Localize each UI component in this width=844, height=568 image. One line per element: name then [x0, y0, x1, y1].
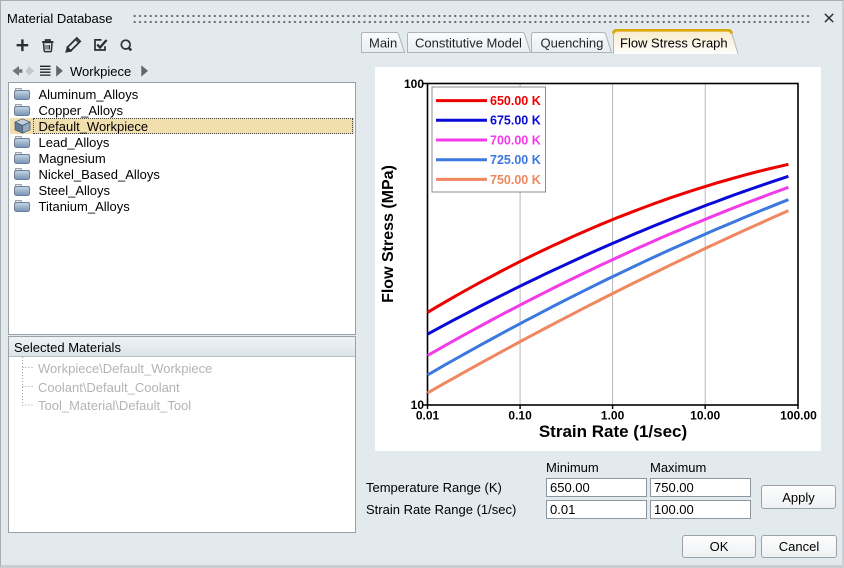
svg-text:675.00 K: 675.00 K — [490, 114, 541, 128]
svg-text:Constitutive Model: Constitutive Model — [415, 36, 522, 51]
svg-text:Flow Stress Graph: Flow Stress Graph — [620, 36, 728, 51]
svg-text:Flow Stress (MPa): Flow Stress (MPa) — [380, 165, 397, 303]
svg-text:10: 10 — [411, 398, 425, 412]
svg-text:0.01: 0.01 — [416, 409, 440, 423]
svg-text:0.10: 0.10 — [508, 409, 532, 423]
svg-text:700.00 K: 700.00 K — [490, 133, 541, 147]
svg-text:Main: Main — [369, 36, 397, 51]
svg-text:10.00: 10.00 — [690, 409, 720, 423]
svg-text:Strain Rate (1/sec): Strain Rate (1/sec) — [539, 422, 687, 441]
svg-text:650.00 K: 650.00 K — [490, 94, 541, 108]
svg-text:100: 100 — [404, 77, 424, 91]
svg-text:750.00 K: 750.00 K — [490, 173, 541, 187]
svg-text:Quenching: Quenching — [541, 36, 604, 51]
svg-text:725.00 K: 725.00 K — [490, 153, 541, 167]
svg-text:100.00: 100.00 — [780, 409, 817, 423]
svg-text:1.00: 1.00 — [601, 409, 625, 423]
